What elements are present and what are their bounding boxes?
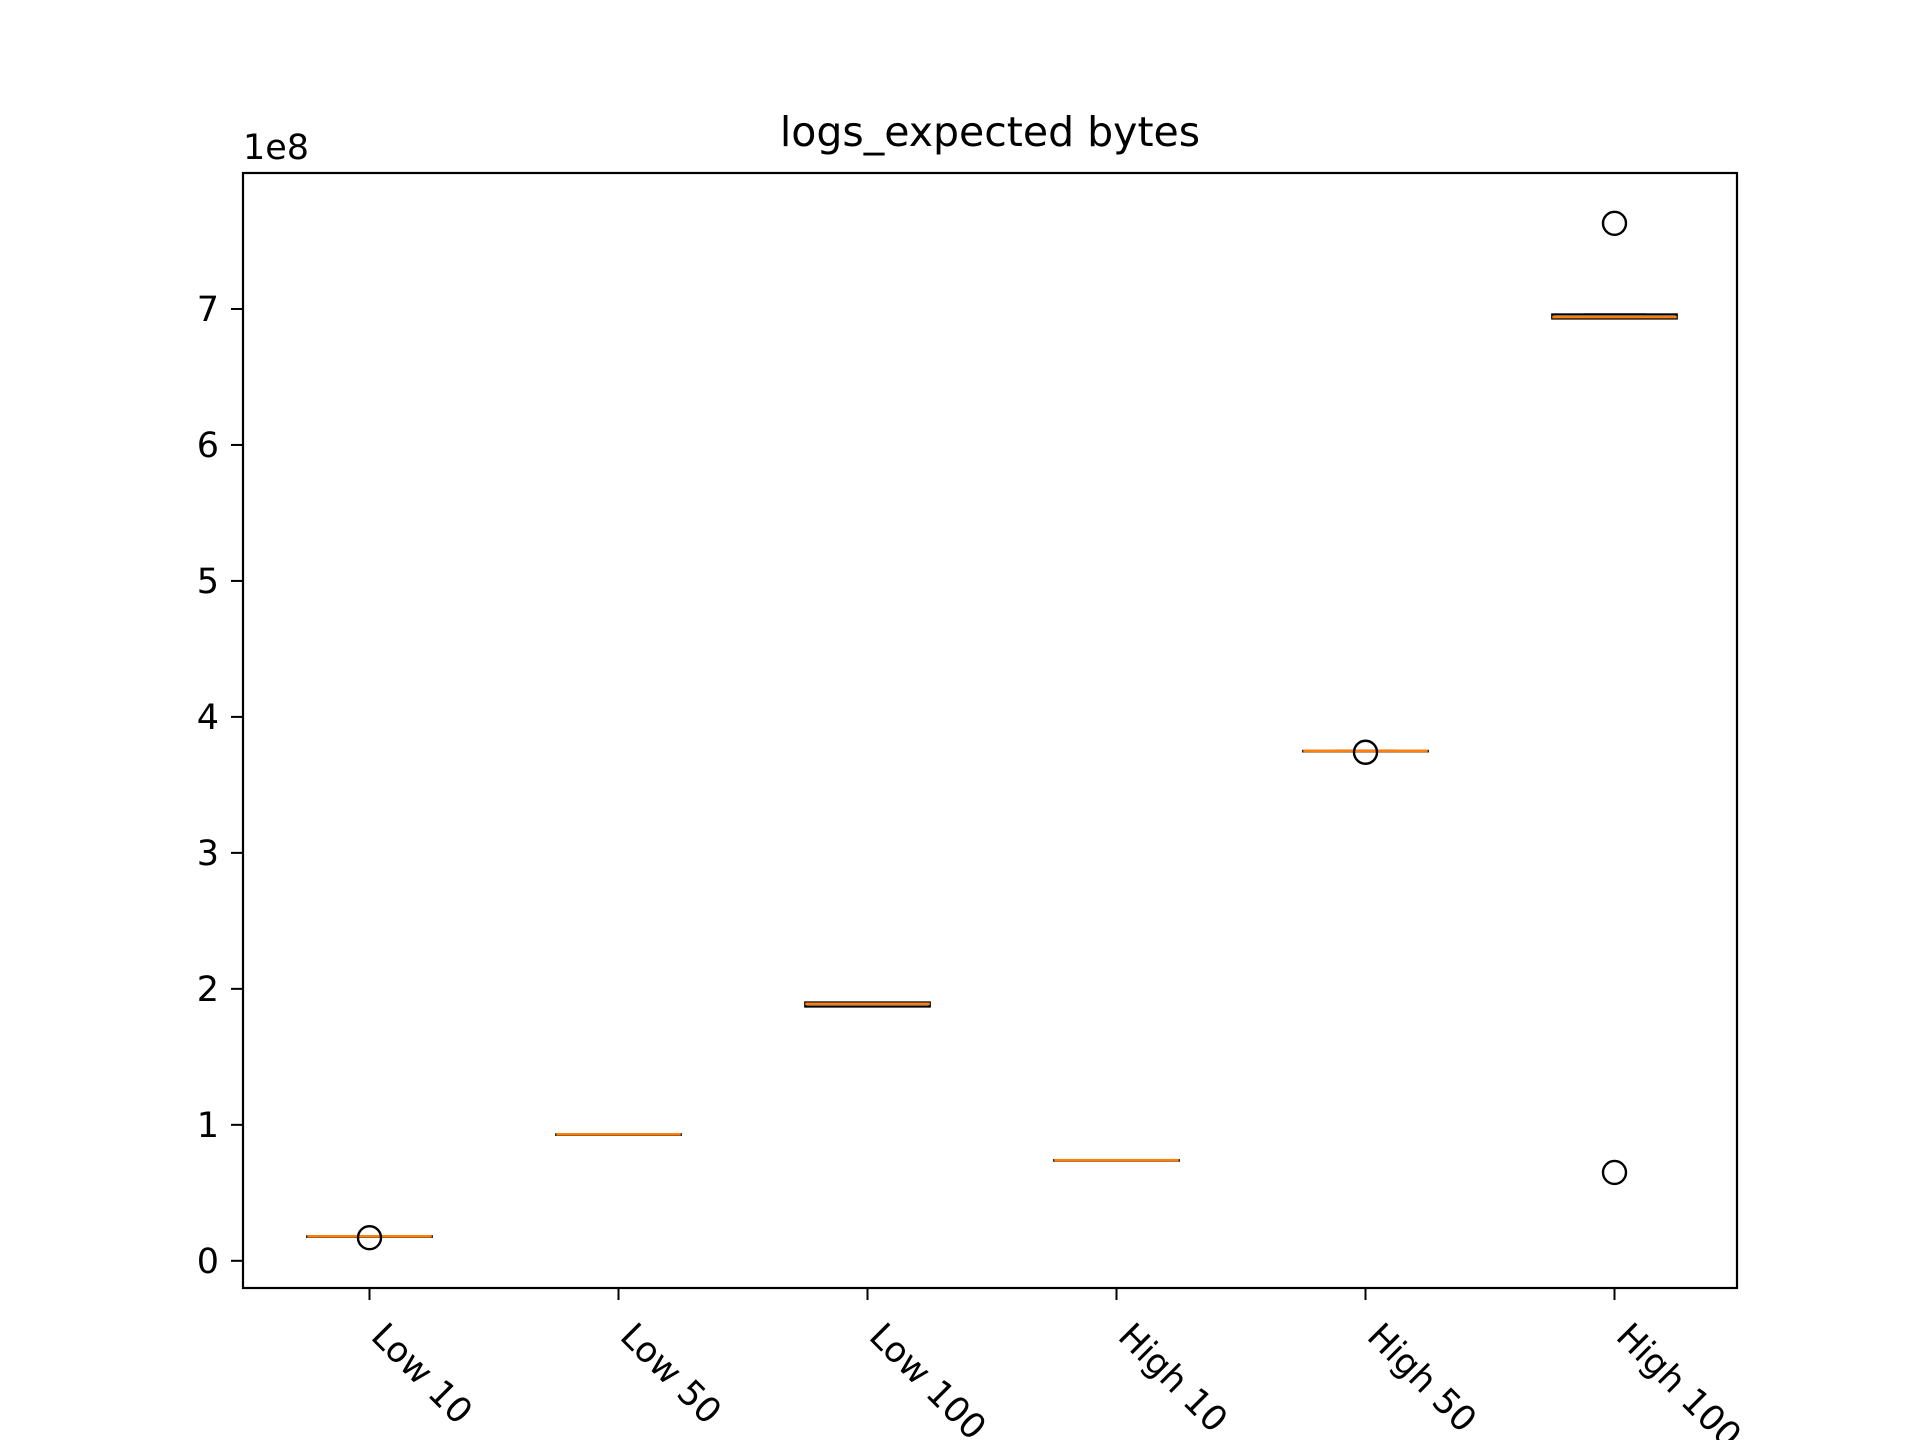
y-tick-label: 2: [197, 970, 219, 1010]
box-high-50: [1302, 739, 1429, 765]
y-tick-label: 3: [197, 834, 219, 874]
x-tick-label: Low 50: [612, 1316, 728, 1432]
box-plot-series: [306, 210, 1678, 1251]
y-tick-label: 1: [197, 1106, 219, 1146]
box-low-50: [555, 1133, 682, 1136]
plot-area-frame: [241, 171, 1739, 1290]
x-tick-label: Low 10: [363, 1316, 479, 1432]
x-tick-label: High 100: [1608, 1316, 1748, 1440]
y-tick-label: 4: [197, 698, 219, 738]
x-tick-label: Low 100: [861, 1316, 993, 1440]
y-offset-label: 1e8: [243, 128, 309, 168]
outlier-point: [1601, 210, 1628, 237]
y-tick-label: 5: [197, 562, 219, 602]
box-high-100: [1551, 210, 1678, 1186]
x-tick-label: High 10: [1110, 1316, 1235, 1440]
outlier-point: [1601, 1159, 1628, 1186]
y-tick-label: 7: [197, 290, 219, 330]
box-low-10: [306, 1224, 433, 1251]
outlier-point: [356, 1224, 383, 1251]
y-tick-label: 0: [197, 1242, 219, 1282]
outlier-point: [1352, 739, 1379, 765]
y-tick-label: 6: [197, 426, 219, 466]
x-tick-label: High 50: [1359, 1316, 1484, 1440]
axis-ticks: 0 1 2 3 4 5 6 7 Low 10 Low 50 Low 100 High 10 High 5…: [197, 290, 1749, 1440]
box-high-10: [1053, 1158, 1180, 1162]
box-low-100: [804, 1001, 931, 1008]
chart-title: logs_expected bytes: [780, 108, 1200, 156]
